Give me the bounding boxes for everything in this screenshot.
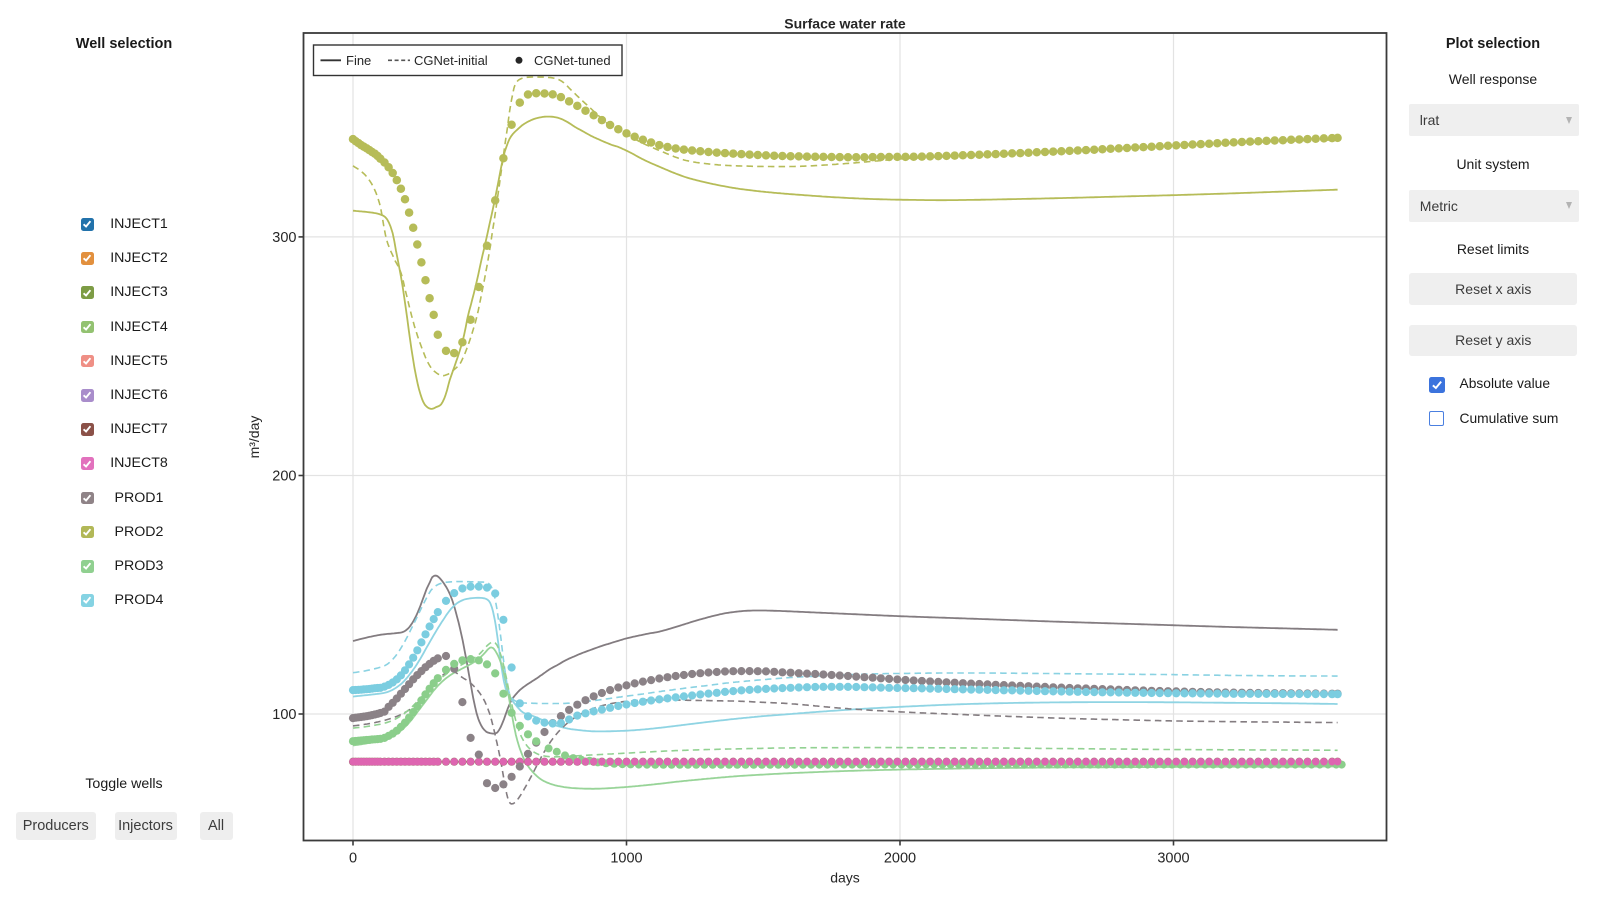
svg-text:200: 200 xyxy=(272,469,296,485)
svg-text:Fine: Fine xyxy=(346,53,371,68)
svg-text:CGNet-tuned: CGNet-tuned xyxy=(534,53,611,68)
svg-text:days: days xyxy=(830,870,860,886)
svg-text:0: 0 xyxy=(349,851,357,867)
svg-text:Surface water rate: Surface water rate xyxy=(784,16,906,32)
svg-text:CGNet-initial: CGNet-initial xyxy=(414,53,488,68)
svg-text:100: 100 xyxy=(272,707,296,723)
svg-text:1000: 1000 xyxy=(610,851,642,867)
svg-text:3000: 3000 xyxy=(1157,851,1189,867)
svg-text:m³/day: m³/day xyxy=(246,416,262,459)
svg-text:300: 300 xyxy=(272,230,296,246)
svg-text:2000: 2000 xyxy=(884,851,916,867)
